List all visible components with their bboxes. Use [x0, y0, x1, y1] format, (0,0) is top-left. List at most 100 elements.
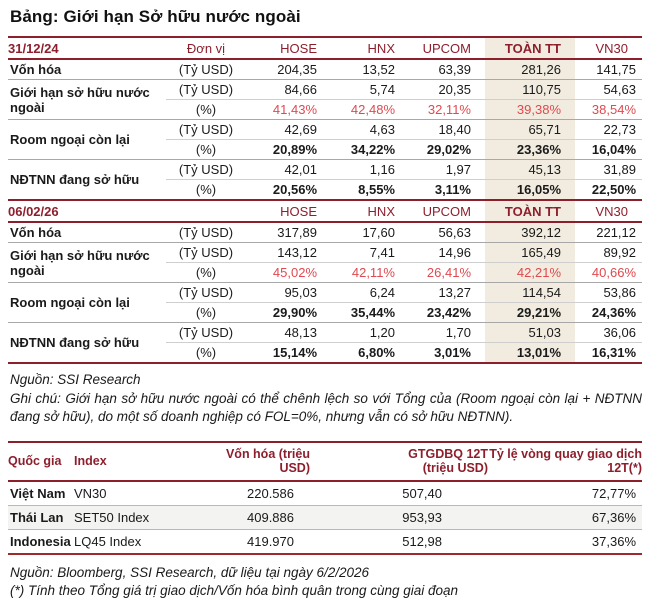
table2-header-row: Quốc gia Index Vốn hóa (triệu USD) GTGDB… [8, 440, 642, 482]
cell-toantt: 16,05% [485, 179, 575, 200]
col-header-turnover-line2: 12T(*) [607, 461, 642, 475]
row-label: Giới hạn sở hữu nước ngoài [8, 79, 166, 120]
col-header-hose: HOSE [246, 199, 331, 223]
col-header-gtgdbq-line2: (triệu USD) [422, 461, 488, 475]
section2-date: 06/02/26 [8, 199, 166, 223]
row-unit: (Tỷ USD) [166, 119, 246, 140]
row-room-pct: (%) 20,89% 34,22% 29,02% 23,36% 16,04% [8, 139, 642, 160]
cell-hose: 95,03 [246, 282, 331, 303]
turnover-value: 72,77% [591, 485, 636, 501]
cell-toantt: 51,03 [485, 322, 575, 343]
cell-hose: 20,89% [246, 139, 331, 160]
cell-vn30: 16,31% [575, 342, 642, 363]
row-gioihan-usd: Giới hạn sở hữu nước ngoài (Tỷ USD) 143,… [8, 242, 642, 283]
row-gioihan-pct: (%) 41,43% 42,48% 32,11% 39,38% 38,54% [8, 99, 642, 120]
cell-vn30: 141,75 [596, 62, 636, 77]
section1-date: 31/12/24 [8, 36, 166, 60]
unit-column-header: Đơn vị [166, 36, 246, 60]
cell-hose: 204,35 [277, 62, 317, 77]
row-gioihan-usd: Giới hạn sở hữu nước ngoài (Tỷ USD) 84,6… [8, 79, 642, 120]
col-header-hose: HOSE [246, 36, 331, 60]
cell-upcom: 23,42% [409, 302, 485, 323]
row-room-usd: Room ngoại còn lại (Tỷ USD) 42,69 4,63 1… [8, 119, 642, 160]
row-vonhoa: Vốn hóa (Tỷ USD) 204,35 13,52 63,39 281,… [8, 59, 642, 80]
cell-upcom: 18,40 [409, 119, 485, 140]
row-ndtnn-pct: (%) 15,14% 6,80% 3,01% 13,01% 16,31% [8, 342, 642, 363]
cell-vn30: 36,06 [575, 322, 642, 343]
cell-vn30: 53,86 [575, 282, 642, 303]
turnover-value: 37,36% [488, 528, 642, 554]
cell-hnx: 6,24 [331, 282, 409, 303]
market-cap-value: 419.970 [192, 528, 310, 554]
cell-toantt: 114,54 [485, 282, 575, 303]
row-room-usd: Room ngoại còn lại (Tỷ USD) 95,03 6,24 1… [8, 282, 642, 323]
row-unit: (%) [166, 262, 246, 283]
col-header-turnover: Tỷ lệ vòng quay giao dịch 12T(*) [488, 440, 642, 482]
cell-hnx: 1,16 [331, 159, 409, 180]
cell-toantt: 29,21% [485, 302, 575, 323]
cell-toantt: 65,71 [485, 119, 575, 140]
cell-hose: 42,69 [246, 119, 331, 140]
col-header-turnover-line1: Tỷ lệ vòng quay giao dịch [489, 446, 642, 461]
row-label: Vốn hóa [10, 225, 62, 240]
cell-toantt: 13,01% [485, 342, 575, 363]
row-unit: (%) [166, 179, 246, 200]
cell-toantt: 392,12 [485, 222, 575, 243]
gtgdbq-value: 953,93 [310, 504, 488, 529]
index-name: LQ45 Index [74, 528, 192, 554]
country-name: Indonesia [8, 528, 74, 554]
source-note: Nguồn: SSI Research [10, 372, 141, 387]
gtgdbq-value: 512,98 [310, 528, 488, 554]
cell-hose: 15,14% [246, 342, 331, 363]
cell-hnx: 35,44% [331, 302, 409, 323]
col-header-country: Quốc gia [8, 440, 74, 482]
row-unit: (Tỷ USD) [178, 225, 234, 240]
cell-toantt: 45,13 [485, 159, 575, 180]
cell-upcom: 1,97 [409, 159, 485, 180]
cell-upcom: 20,35 [409, 79, 485, 100]
row-unit: (Tỷ USD) [166, 322, 246, 343]
row-unit: (%) [166, 342, 246, 363]
row-label: NĐTNN đang sở hữu [8, 322, 166, 363]
cell-hose: 20,56% [246, 179, 331, 200]
cell-hnx: 5,74 [331, 79, 409, 100]
cell-upcom: 3,01% [409, 342, 485, 363]
row-label: Vốn hóa [10, 62, 62, 77]
table-row-indonesia: Indonesia LQ45 Index 419.970 512,98 37,3… [8, 528, 642, 554]
cell-toantt: 39,38% [485, 99, 575, 120]
section1-header-row: 31/12/24 Đơn vị HOSE HNX UPCOM TOÀN TT V… [8, 36, 642, 60]
index-name: VN30 [74, 485, 107, 501]
cell-hose: 143,12 [246, 242, 331, 263]
row-unit: (%) [166, 139, 246, 160]
col-header-toantt: TOÀN TT [485, 199, 575, 223]
col-header-upcom: UPCOM [409, 199, 485, 223]
cell-hnx: 1,20 [331, 322, 409, 343]
cell-vn30: 38,54% [575, 99, 642, 120]
cell-hnx: 34,22% [331, 139, 409, 160]
cell-upcom: 29,02% [409, 139, 485, 160]
cell-toantt: 281,26 [485, 59, 575, 80]
footnote: (*) Tính theo Tổng giá trị giao dịch/Vốn… [10, 583, 459, 598]
cell-upcom: 1,70 [409, 322, 485, 343]
table1-notes: Nguồn: SSI Research Ghi chú: Giới hạn sở… [10, 371, 642, 427]
cell-upcom: 56,63 [438, 225, 471, 240]
row-gioihan-pct: (%) 45,02% 42,11% 26,41% 42,21% 40,66% [8, 262, 642, 283]
table-row-vietnam: Việt Nam VN30 220.586 507,40 72,77% [8, 481, 642, 506]
cell-hose: 84,66 [246, 79, 331, 100]
country-name: Việt Nam [10, 485, 66, 501]
col-header-vn30: VN30 [575, 199, 642, 223]
row-unit: (Tỷ USD) [166, 159, 246, 180]
row-label: Giới hạn sở hữu nước ngoài [8, 242, 166, 283]
cell-vn30: 54,63 [575, 79, 642, 100]
row-unit: (Tỷ USD) [166, 282, 246, 303]
col-header-gtgdbq: GTGDBQ 12T (triệu USD) [310, 440, 488, 482]
cell-vn30: 24,36% [575, 302, 642, 323]
cell-upcom: 63,39 [438, 62, 471, 77]
row-unit: (%) [166, 99, 246, 120]
col-header-index: Index [74, 440, 192, 482]
col-header-vn30: VN30 [575, 36, 642, 60]
cell-hose: 48,13 [246, 322, 331, 343]
market-cap-value: 409.886 [192, 504, 310, 529]
row-unit: (Tỷ USD) [178, 62, 234, 77]
row-vonhoa: Vốn hóa (Tỷ USD) 317,89 17,60 56,63 392,… [8, 222, 642, 243]
